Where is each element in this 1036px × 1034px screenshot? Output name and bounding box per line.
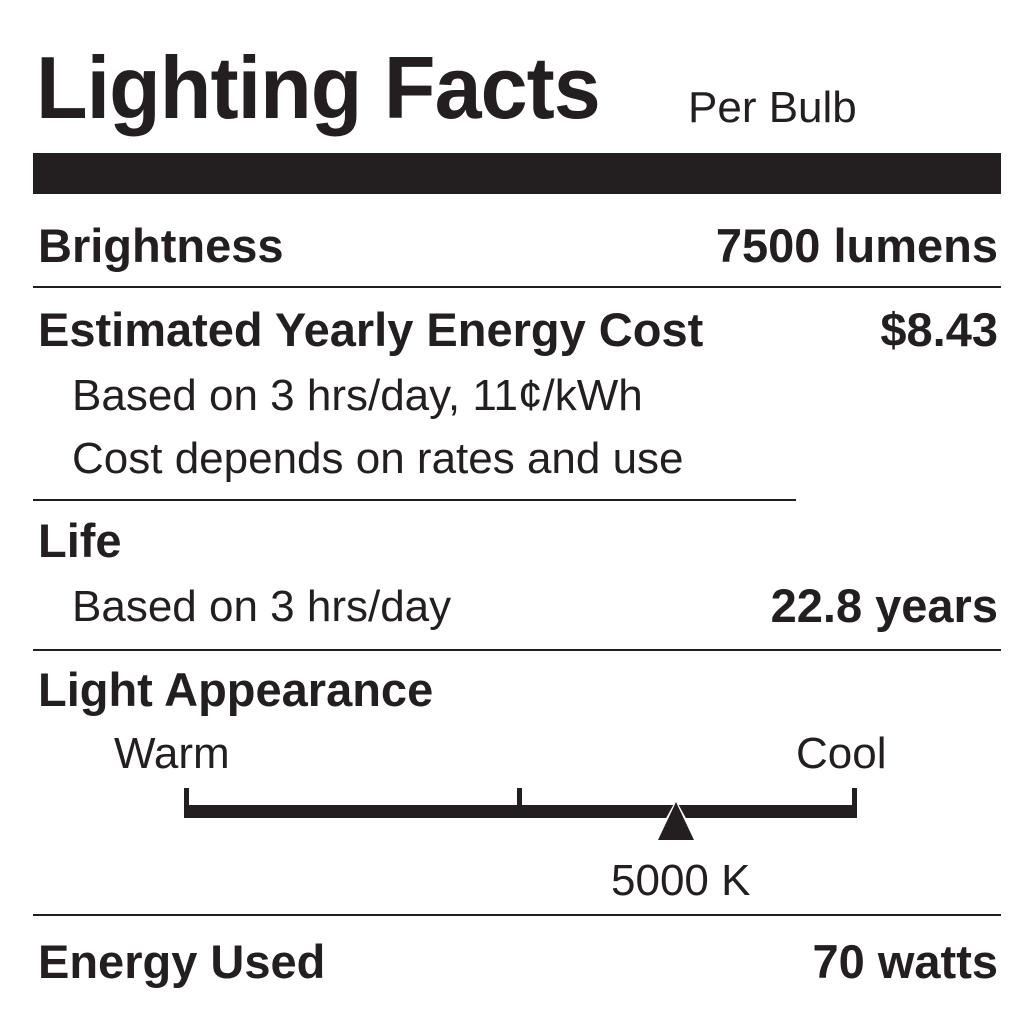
light-appearance-label: Light Appearance <box>38 663 434 716</box>
scale-cool-label: Cool <box>796 729 887 778</box>
energy-cost-basis-note: Based on 3 hrs/day, 11¢/kWh <box>72 371 643 420</box>
label-subtitle: Per Bulb <box>688 83 857 132</box>
color-temperature-value: 5000 K <box>611 856 751 905</box>
brightness-value: 7500 lumens <box>715 219 998 272</box>
scale-tick-middle <box>517 788 522 808</box>
divider <box>33 286 1001 288</box>
energy-cost-label: Estimated Yearly Energy Cost <box>38 303 704 356</box>
header-divider-bar <box>33 153 1001 194</box>
energy-used-value: 70 watts <box>812 935 998 988</box>
scale-warm-label: Warm <box>114 729 230 778</box>
life-basis-note: Based on 3 hrs/day <box>72 582 452 631</box>
triangle-marker-icon <box>658 802 694 840</box>
scale-tick-end <box>852 788 857 808</box>
divider <box>33 649 1001 651</box>
energy-cost-value: $8.43 <box>880 303 998 356</box>
scale-tick-start <box>184 788 189 808</box>
life-value: 22.8 years <box>770 579 998 632</box>
divider <box>33 914 1001 916</box>
divider-short <box>33 499 796 501</box>
brightness-label: Brightness <box>38 219 284 272</box>
label-title: Lighting Facts <box>36 38 601 137</box>
life-label: Life <box>38 514 122 567</box>
energy-cost-disclaimer: Cost depends on rates and use <box>72 434 684 483</box>
energy-used-label: Energy Used <box>38 935 326 988</box>
